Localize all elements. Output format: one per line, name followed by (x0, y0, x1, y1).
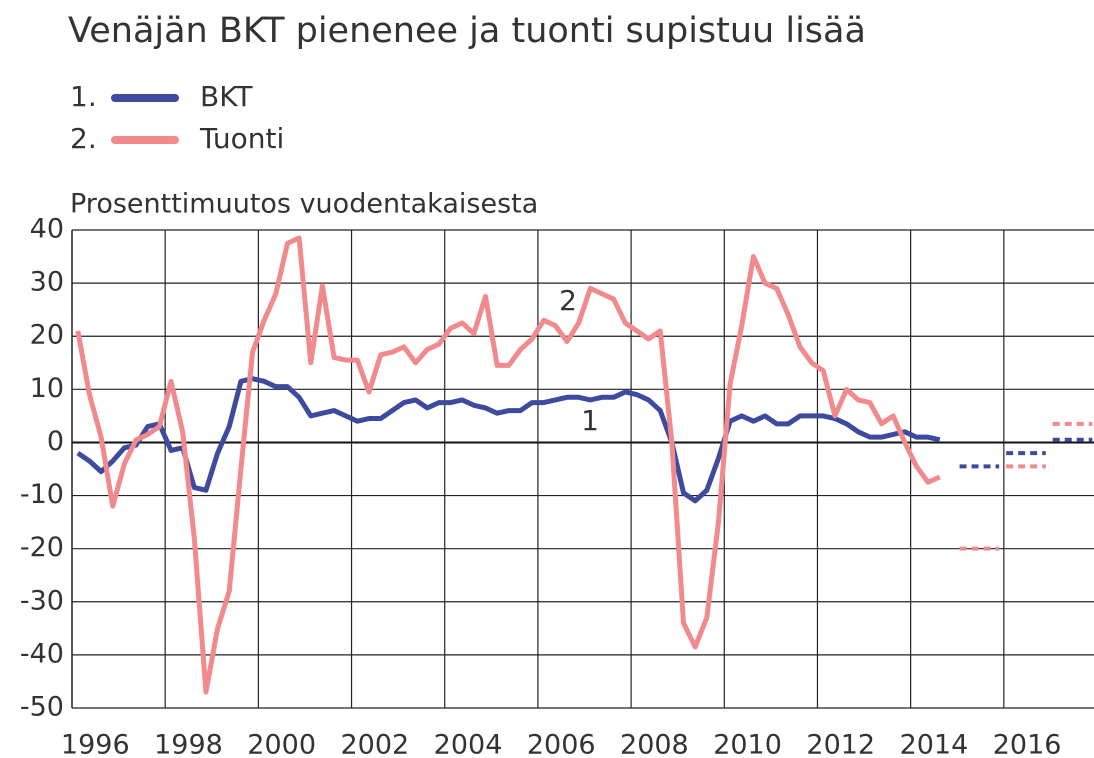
x-tick-label: 2014 (900, 730, 969, 758)
series-annotation: 2 (559, 284, 577, 317)
x-tick-label: 2002 (340, 730, 409, 758)
series-line (75, 235, 941, 695)
y-tick-label: 40 (30, 214, 64, 245)
x-tick-label: 2010 (713, 730, 782, 758)
legend-label: Tuonti (199, 122, 284, 155)
y-tick-label: 20 (30, 320, 64, 351)
series-line (76, 376, 941, 504)
series-annotation: 1 (581, 404, 599, 437)
legend-label: BKT (200, 80, 253, 113)
x-tick-label: 2012 (806, 730, 875, 758)
y-tick-label: 0 (47, 426, 64, 457)
y-tick-label: -40 (20, 638, 64, 669)
y-tick-label: 30 (30, 267, 64, 298)
x-tick-label: 2000 (247, 730, 316, 758)
y-axis-label: Prosenttimuutos vuodentakaisesta (70, 189, 538, 220)
x-tick-label: 2004 (434, 730, 503, 758)
y-tick-label: -50 (20, 692, 64, 723)
legend-number: 1. (70, 80, 97, 113)
y-tick-label: -20 (20, 532, 64, 563)
y-tick-label: -30 (20, 585, 64, 616)
x-tick-label: 2008 (620, 730, 689, 758)
x-tick-label: 2016 (993, 730, 1062, 758)
x-tick-label: 1996 (61, 730, 130, 758)
y-tick-label: 10 (30, 373, 64, 404)
chart-title: Venäjän BKT pienenee ja tuonti supistuu … (68, 11, 866, 51)
y-tick-label: -10 (20, 479, 64, 510)
x-tick-label: 1998 (154, 730, 223, 758)
x-tick-label: 2006 (527, 730, 596, 758)
legend-number: 2. (70, 122, 97, 155)
